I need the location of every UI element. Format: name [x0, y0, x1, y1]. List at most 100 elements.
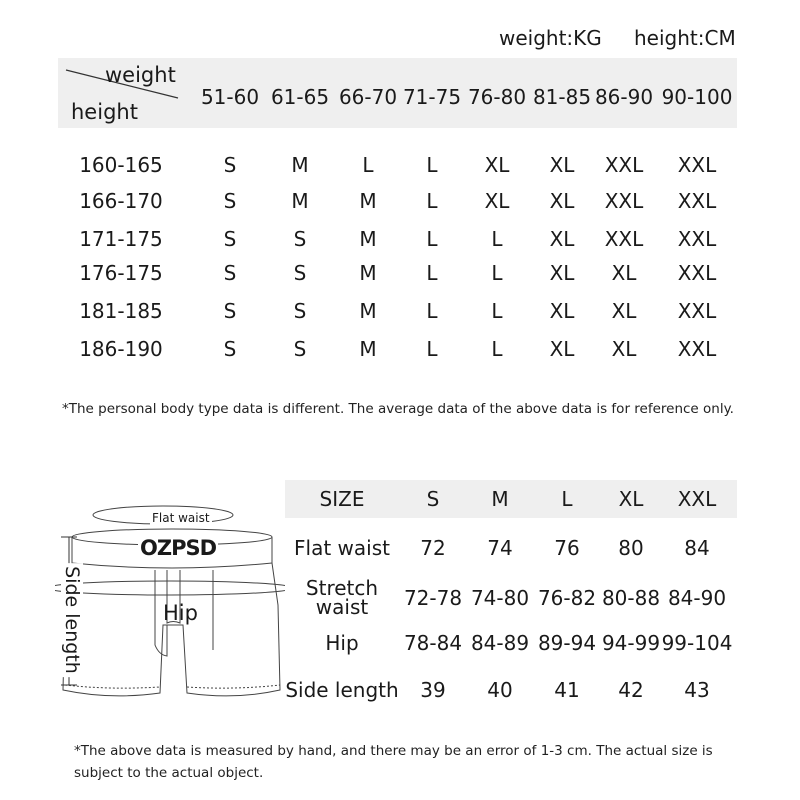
size-cell: M [291, 153, 309, 177]
size-cell: L [491, 227, 503, 251]
size-cell: XL [611, 261, 637, 285]
size-cell: L [426, 337, 438, 361]
size-cell: XL [549, 337, 575, 361]
size-cell: XXL [677, 337, 717, 361]
size-header: M [491, 487, 509, 511]
weight-header: 86-90 [594, 85, 654, 109]
size-cell: L [426, 261, 438, 285]
size-cell: S [293, 299, 307, 323]
size-cell: XXL [677, 261, 717, 285]
size-cell: XL [549, 227, 575, 251]
measure-table-header [285, 480, 737, 518]
size-cell: L [426, 153, 438, 177]
size-cell: M [359, 337, 377, 361]
size-cell: XL [484, 189, 510, 213]
size-cell: XXL [677, 299, 717, 323]
reference-note: *The personal body type data is differen… [62, 401, 734, 417]
size-cell: S [223, 299, 237, 323]
size-cell: S [293, 337, 307, 361]
measure-cell: 80-88 [601, 586, 661, 610]
size-cell: XXL [677, 189, 717, 213]
measure-cell: 99-104 [661, 631, 733, 655]
size-cell: S [223, 337, 237, 361]
size-cell: S [223, 189, 237, 213]
brand-logo: OZPSD [138, 536, 222, 570]
size-header: S [426, 487, 440, 511]
size-cell: S [223, 261, 237, 285]
size-cell: L [426, 189, 438, 213]
size-cell: L [362, 153, 374, 177]
height-label: 171-175 [79, 227, 163, 251]
measure-cell: 74-80 [470, 586, 530, 610]
size-cell: S [293, 261, 307, 285]
corner-weight-label: weight [105, 63, 176, 87]
size-cell: M [359, 261, 377, 285]
size-cell: S [293, 227, 307, 251]
height-label: 181-185 [79, 299, 163, 323]
size-cell: XL [549, 153, 575, 177]
size-cell: XXL [604, 189, 644, 213]
measure-label: Side length [285, 678, 399, 702]
size-cell: S [223, 153, 237, 177]
size-cell: L [491, 261, 503, 285]
weight-header: 76-80 [467, 85, 527, 109]
measure-cell: 89-94 [537, 631, 597, 655]
measure-cell: 94-99 [601, 631, 661, 655]
size-cell: L [426, 299, 438, 323]
weight-header: 66-70 [338, 85, 398, 109]
weight-unit: weight:KG [499, 26, 602, 50]
measure-cell: 42 [618, 678, 644, 702]
size-cell: L [491, 337, 503, 361]
measure-cell: 39 [420, 678, 446, 702]
size-header: XL [618, 487, 644, 511]
height-label: 176-175 [79, 261, 163, 285]
size-cell: XXL [604, 153, 644, 177]
side-length-label: Side length [61, 563, 83, 677]
size-table-header [58, 58, 737, 128]
height-label: 166-170 [79, 189, 163, 213]
weight-header: 81-85 [532, 85, 592, 109]
measure-label: Stretch waist [305, 576, 379, 619]
measure-cell: 84 [684, 536, 710, 560]
size-cell: XL [549, 261, 575, 285]
measure-label: Hip [325, 631, 359, 655]
size-cell: M [359, 227, 377, 251]
measure-cell: 72 [420, 536, 446, 560]
measure-cell: 76 [554, 536, 580, 560]
corner-height-label: height [71, 100, 138, 124]
size-cell: XL [549, 299, 575, 323]
weight-header: 71-75 [402, 85, 462, 109]
measure-cell: 84-90 [667, 586, 727, 610]
measure-cell: 76-82 [537, 586, 597, 610]
measure-cell: 78-84 [403, 631, 463, 655]
height-label: 186-190 [79, 337, 163, 361]
size-cell: M [359, 189, 377, 213]
size-cell: XL [611, 299, 637, 323]
size-cell: M [359, 299, 377, 323]
measure-label: Flat waist [294, 536, 390, 560]
measure-cell: 43 [684, 678, 710, 702]
measurement-note: *The above data is measured by hand, and… [74, 743, 713, 781]
size-cell: L [426, 227, 438, 251]
size-header: XXL [677, 487, 717, 511]
height-unit: height:CM [634, 26, 736, 50]
brand-logo-text: OZPSD [138, 536, 219, 560]
size-cell: L [491, 299, 503, 323]
measure-cell: 40 [487, 678, 513, 702]
size-cell: M [291, 189, 309, 213]
measure-cell: 41 [554, 678, 580, 702]
height-label: 160-165 [79, 153, 163, 177]
weight-header: 51-60 [200, 85, 260, 109]
measure-cell: 84-89 [470, 631, 530, 655]
corner-diagonal [65, 69, 179, 99]
measure-cell: 72-78 [403, 586, 463, 610]
size-cell: XXL [677, 153, 717, 177]
size-cell: XL [611, 337, 637, 361]
size-cell: XL [484, 153, 510, 177]
flat-waist-label: Flat waist [150, 511, 212, 525]
size-column-header: SIZE [319, 487, 365, 511]
weight-header: 90-100 [661, 85, 733, 109]
measure-cell: 80 [618, 536, 644, 560]
size-cell: XL [549, 189, 575, 213]
weight-header: 61-65 [270, 85, 330, 109]
